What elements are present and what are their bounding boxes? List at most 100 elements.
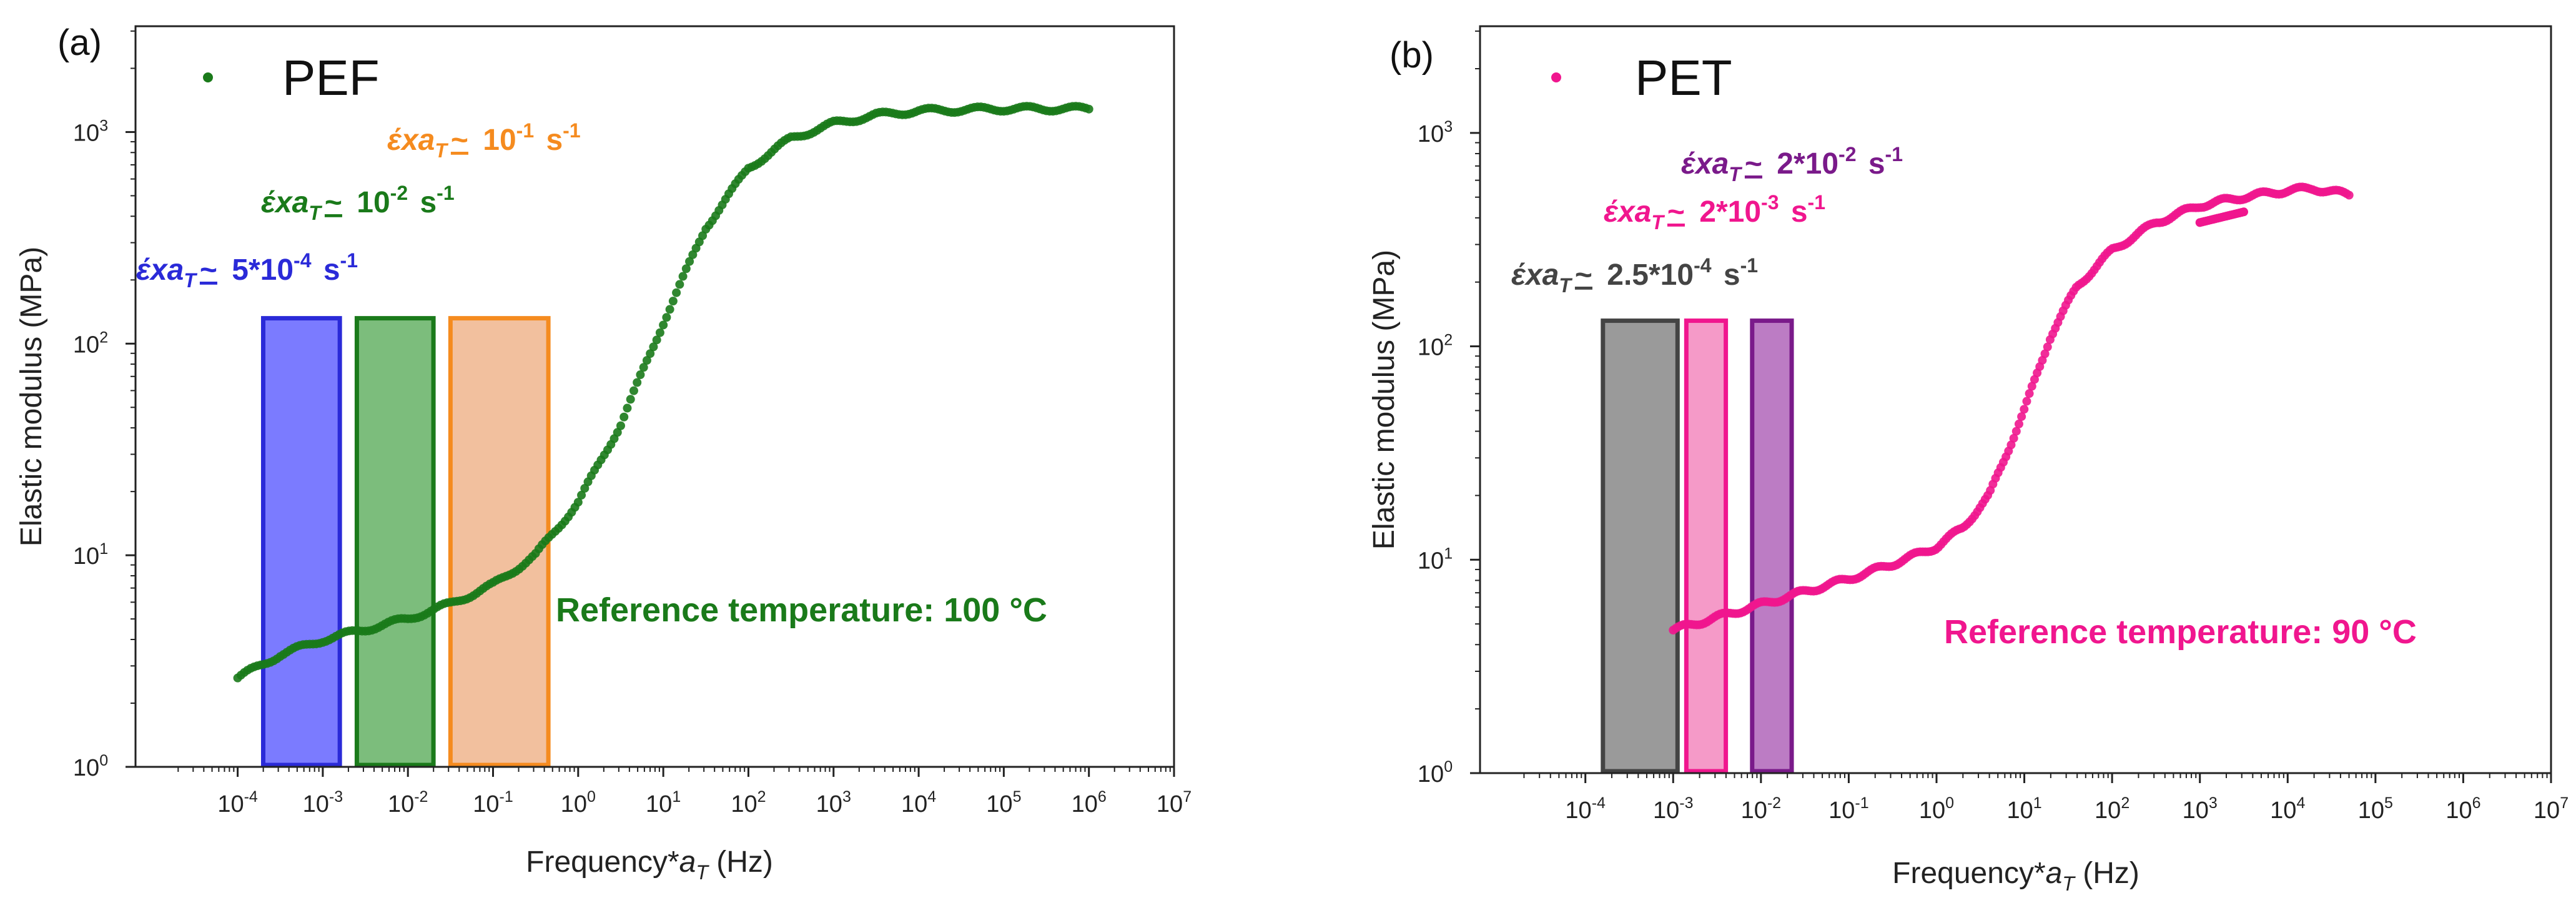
data-point xyxy=(675,280,684,289)
rate-label-b-2: έxaT ~ 2*10-3 s-1 xyxy=(1604,191,1825,234)
x-tick-label: 10-3 xyxy=(1653,794,1694,824)
y-tick-label: 101 xyxy=(73,540,108,570)
window-labels-a: έxaT ~ 5*10-4 s-1 έxaT ~ 10-2 s-1 έxaT ~ 10-1… xyxy=(136,119,581,292)
y-tick-label: 100 xyxy=(73,752,108,781)
data-point xyxy=(681,264,691,274)
data-point xyxy=(573,498,583,507)
data-point xyxy=(655,328,664,337)
reference-temperature-a: Reference temperature: 100 °C xyxy=(556,591,1047,629)
data-point xyxy=(646,349,655,358)
x-tick-label: 105 xyxy=(2358,794,2393,824)
data-point xyxy=(633,378,642,387)
data-point xyxy=(577,490,586,500)
data-point xyxy=(1084,104,1093,114)
data-point xyxy=(659,320,668,330)
x-tick-label: 10-3 xyxy=(303,788,343,817)
x-tick-label: 103 xyxy=(2183,794,2218,824)
window-labels-b: έxaT ~ 2.5*10-4 s-1 έxaT ~ 2*10-3 s-1 έxaT ~ … xyxy=(1511,143,1903,297)
x-tick-label: 100 xyxy=(561,788,596,817)
rate-window-b-3 xyxy=(1750,318,1794,774)
x-tick-label: 100 xyxy=(1919,794,1954,824)
data-point xyxy=(2040,349,2050,358)
reference-temperature-b: Reference temperature: 90 °C xyxy=(1944,613,2417,651)
data-point xyxy=(2017,412,2026,422)
data-point xyxy=(2020,405,2029,414)
rate-label-a-1: έxaT ~ 5*10-4 s-1 xyxy=(136,249,358,292)
rate-window-a-3 xyxy=(448,316,551,767)
panel-a: (a) 10-4 10-3 10-2 10-1 100 101 102 103 104 105 10… xyxy=(15,22,1192,884)
rate-label-a-2: έxaT ~ 10-2 s-1 xyxy=(261,182,455,224)
x-tick-label: 101 xyxy=(646,788,681,817)
data-points-a xyxy=(233,102,1093,683)
y-tick-label: 102 xyxy=(73,328,108,358)
x-ticks-a: 10-4 10-3 10-2 10-1 100 101 102 103 104 105 106 107 xyxy=(177,767,1192,817)
panel-label-b: (b) xyxy=(1389,35,1434,76)
data-point xyxy=(642,356,651,365)
data-point xyxy=(2239,207,2248,217)
legend-marker-b xyxy=(1551,72,1561,82)
y-ticks-b: 100 101 102 103 xyxy=(1418,30,1480,787)
data-point xyxy=(2011,427,2021,436)
data-point xyxy=(626,395,635,404)
data-point xyxy=(672,288,681,297)
legend-label-a: PEF xyxy=(282,50,380,106)
y-tick-label: 101 xyxy=(1418,545,1453,574)
rate-windows-b xyxy=(1601,318,1794,774)
x-tick-label: 102 xyxy=(2095,794,2129,824)
x-tick-label: 10-2 xyxy=(1741,794,1782,824)
x-axis-title-b: Frequency*aT (Hz) xyxy=(1892,857,2139,895)
rate-windows-a xyxy=(260,316,551,767)
rate-window-b-2 xyxy=(1684,318,1729,774)
data-point xyxy=(649,342,658,352)
rate-window-b-1 xyxy=(1601,318,1680,774)
data-point xyxy=(668,297,678,306)
panel-b: (b) 10-4 10-3 10-2 10-1 100 101 102 103 104 105 10… xyxy=(1368,25,2569,895)
data-point xyxy=(2025,389,2034,398)
rate-window-a-2 xyxy=(354,316,436,767)
x-tick-label: 107 xyxy=(1157,788,1192,817)
x-tick-label: 10-4 xyxy=(217,788,258,817)
data-point xyxy=(678,272,688,281)
data-point xyxy=(688,250,698,259)
legend-marker-a xyxy=(203,72,213,82)
x-tick-label: 103 xyxy=(816,788,851,817)
y-tick-label: 100 xyxy=(1418,758,1453,787)
data-point xyxy=(2043,342,2052,352)
y-tick-label: 102 xyxy=(1418,332,1453,361)
x-tick-label: 10-1 xyxy=(473,788,513,817)
x-tick-label: 106 xyxy=(1072,788,1107,817)
y-axis-title-a: Elastic modulus (MPa) xyxy=(15,247,48,546)
x-tick-label: 104 xyxy=(2270,794,2305,824)
data-point xyxy=(662,313,671,322)
y-tick-label: 103 xyxy=(73,117,108,146)
data-point xyxy=(2014,419,2023,428)
panel-label-a: (a) xyxy=(57,22,102,63)
data-point xyxy=(619,412,629,422)
data-point xyxy=(2344,190,2354,200)
data-point xyxy=(623,403,632,413)
rate-window-a-1 xyxy=(260,316,342,767)
data-point xyxy=(636,370,645,380)
rate-label-b-1: έxaT ~ 2.5*10-4 s-1 xyxy=(1511,254,1758,297)
y-tick-label: 103 xyxy=(1418,118,1453,147)
data-points-b xyxy=(1669,182,2354,635)
data-point xyxy=(580,483,590,493)
x-tick-label: 104 xyxy=(901,788,936,817)
data-point xyxy=(2006,440,2016,450)
data-point xyxy=(629,386,638,395)
data-point xyxy=(698,231,708,240)
x-tick-label: 101 xyxy=(2006,794,2041,824)
data-point xyxy=(652,335,661,345)
data-point xyxy=(685,257,694,266)
y-ticks-a: 100 101 102 103 xyxy=(73,30,136,781)
data-point xyxy=(665,305,674,314)
data-point xyxy=(639,363,648,372)
x-tick-label: 10-2 xyxy=(388,788,428,817)
data-point xyxy=(2027,382,2036,391)
y-axis-title-b: Elastic modulus (MPa) xyxy=(1368,250,1401,550)
x-tick-label: 102 xyxy=(731,788,766,817)
rate-label-b-3: έxaT ~ 2*10-2 s-1 xyxy=(1681,143,1903,185)
x-tick-label: 10-1 xyxy=(1828,794,1869,824)
legend-label-b: PET xyxy=(1635,50,1732,106)
